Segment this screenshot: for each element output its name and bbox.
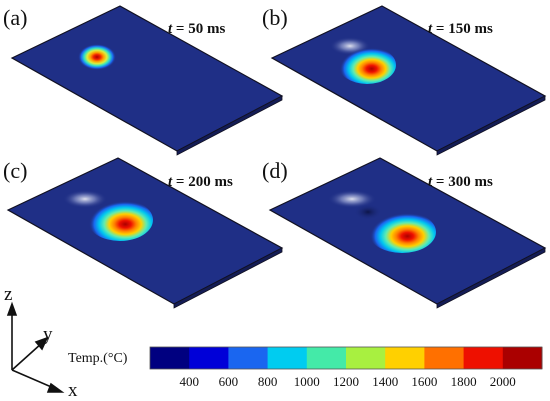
colorbar-tick-label: 1000: [294, 374, 320, 389]
plate-b-edge: [436, 95, 546, 156]
time-label-a: t = 50 ms: [168, 21, 225, 37]
panel-label-c: (c): [3, 158, 27, 183]
colorbar-cell: [189, 347, 229, 369]
shadow-d: [354, 204, 382, 220]
colorbar-tick-label: 1600: [411, 374, 437, 389]
colorbar-cell: [346, 347, 386, 369]
time-label-c: t = 200 ms: [168, 174, 233, 190]
panel-d: (d) t = 300 ms: [262, 157, 547, 309]
heat-spot-d: [368, 211, 436, 253]
y-axis-arrow: [34, 336, 49, 351]
time-label-d: t = 300 ms: [428, 174, 493, 190]
wake-d: [328, 190, 376, 208]
x-axis-arrow: [46, 382, 65, 393]
plate-b: [270, 5, 547, 152]
x-axis-label: x: [68, 380, 78, 401]
panel-a: (a) t = 50 ms: [3, 5, 284, 156]
axis-triad: [6, 301, 65, 393]
panel-label-d: (d): [262, 158, 288, 183]
plate-d-edge: [436, 247, 546, 309]
heat-spot-a: [78, 44, 116, 70]
z-axis-arrow: [6, 301, 18, 316]
plate-a-edge: [176, 95, 283, 156]
heat-spot-c: [87, 199, 153, 241]
colorbar-tick-label: 1400: [372, 374, 398, 389]
colorbar-frame: [149, 346, 543, 370]
colorbar-ticks: 400 600 800 1000 1200 1400 1600 1800 2000: [179, 374, 515, 389]
colorbar-cell: [463, 347, 504, 369]
colorbar-tick-label: 1200: [333, 374, 359, 389]
panel-b: (b) t = 150 ms: [262, 5, 547, 156]
y-axis-line: [11, 342, 43, 371]
colorbar-cell: [306, 347, 347, 369]
colorbar-cell: [228, 347, 269, 369]
colorbar-cell: [267, 347, 308, 369]
colorbar-cell: [150, 347, 190, 369]
colorbar-tick-label: 600: [219, 374, 239, 389]
x-axis-line: [11, 369, 57, 390]
colorbar-tick-label: 2000: [490, 374, 516, 389]
panel-label-b: (b): [262, 5, 288, 30]
colorbar: Temp.(°C) 400 600 800 1000 1200 1400 1600 1800 2…: [68, 346, 543, 389]
plate-c-edge: [173, 247, 283, 309]
colorbar-tick-label: 400: [179, 374, 199, 389]
colorbar-tick-label: 1800: [451, 374, 477, 389]
colorbar-tick-label: 800: [258, 374, 278, 389]
heat-spot-b: [338, 46, 396, 84]
colorbar-cell: [502, 347, 543, 369]
colorbar-cell: [424, 347, 465, 369]
plate-a: [10, 5, 284, 152]
panel-label-a: (a): [3, 5, 27, 30]
colorbar-cell: [385, 347, 425, 369]
wake-c: [63, 190, 107, 208]
z-axis-label: z: [4, 284, 12, 305]
colorbar-title: Temp.(°C): [68, 351, 128, 366]
colorbar-cells: [150, 347, 543, 369]
time-label-b: t = 150 ms: [428, 21, 493, 37]
panel-c: (c) t = 200 ms: [3, 157, 284, 309]
y-axis-label: y: [43, 324, 53, 345]
